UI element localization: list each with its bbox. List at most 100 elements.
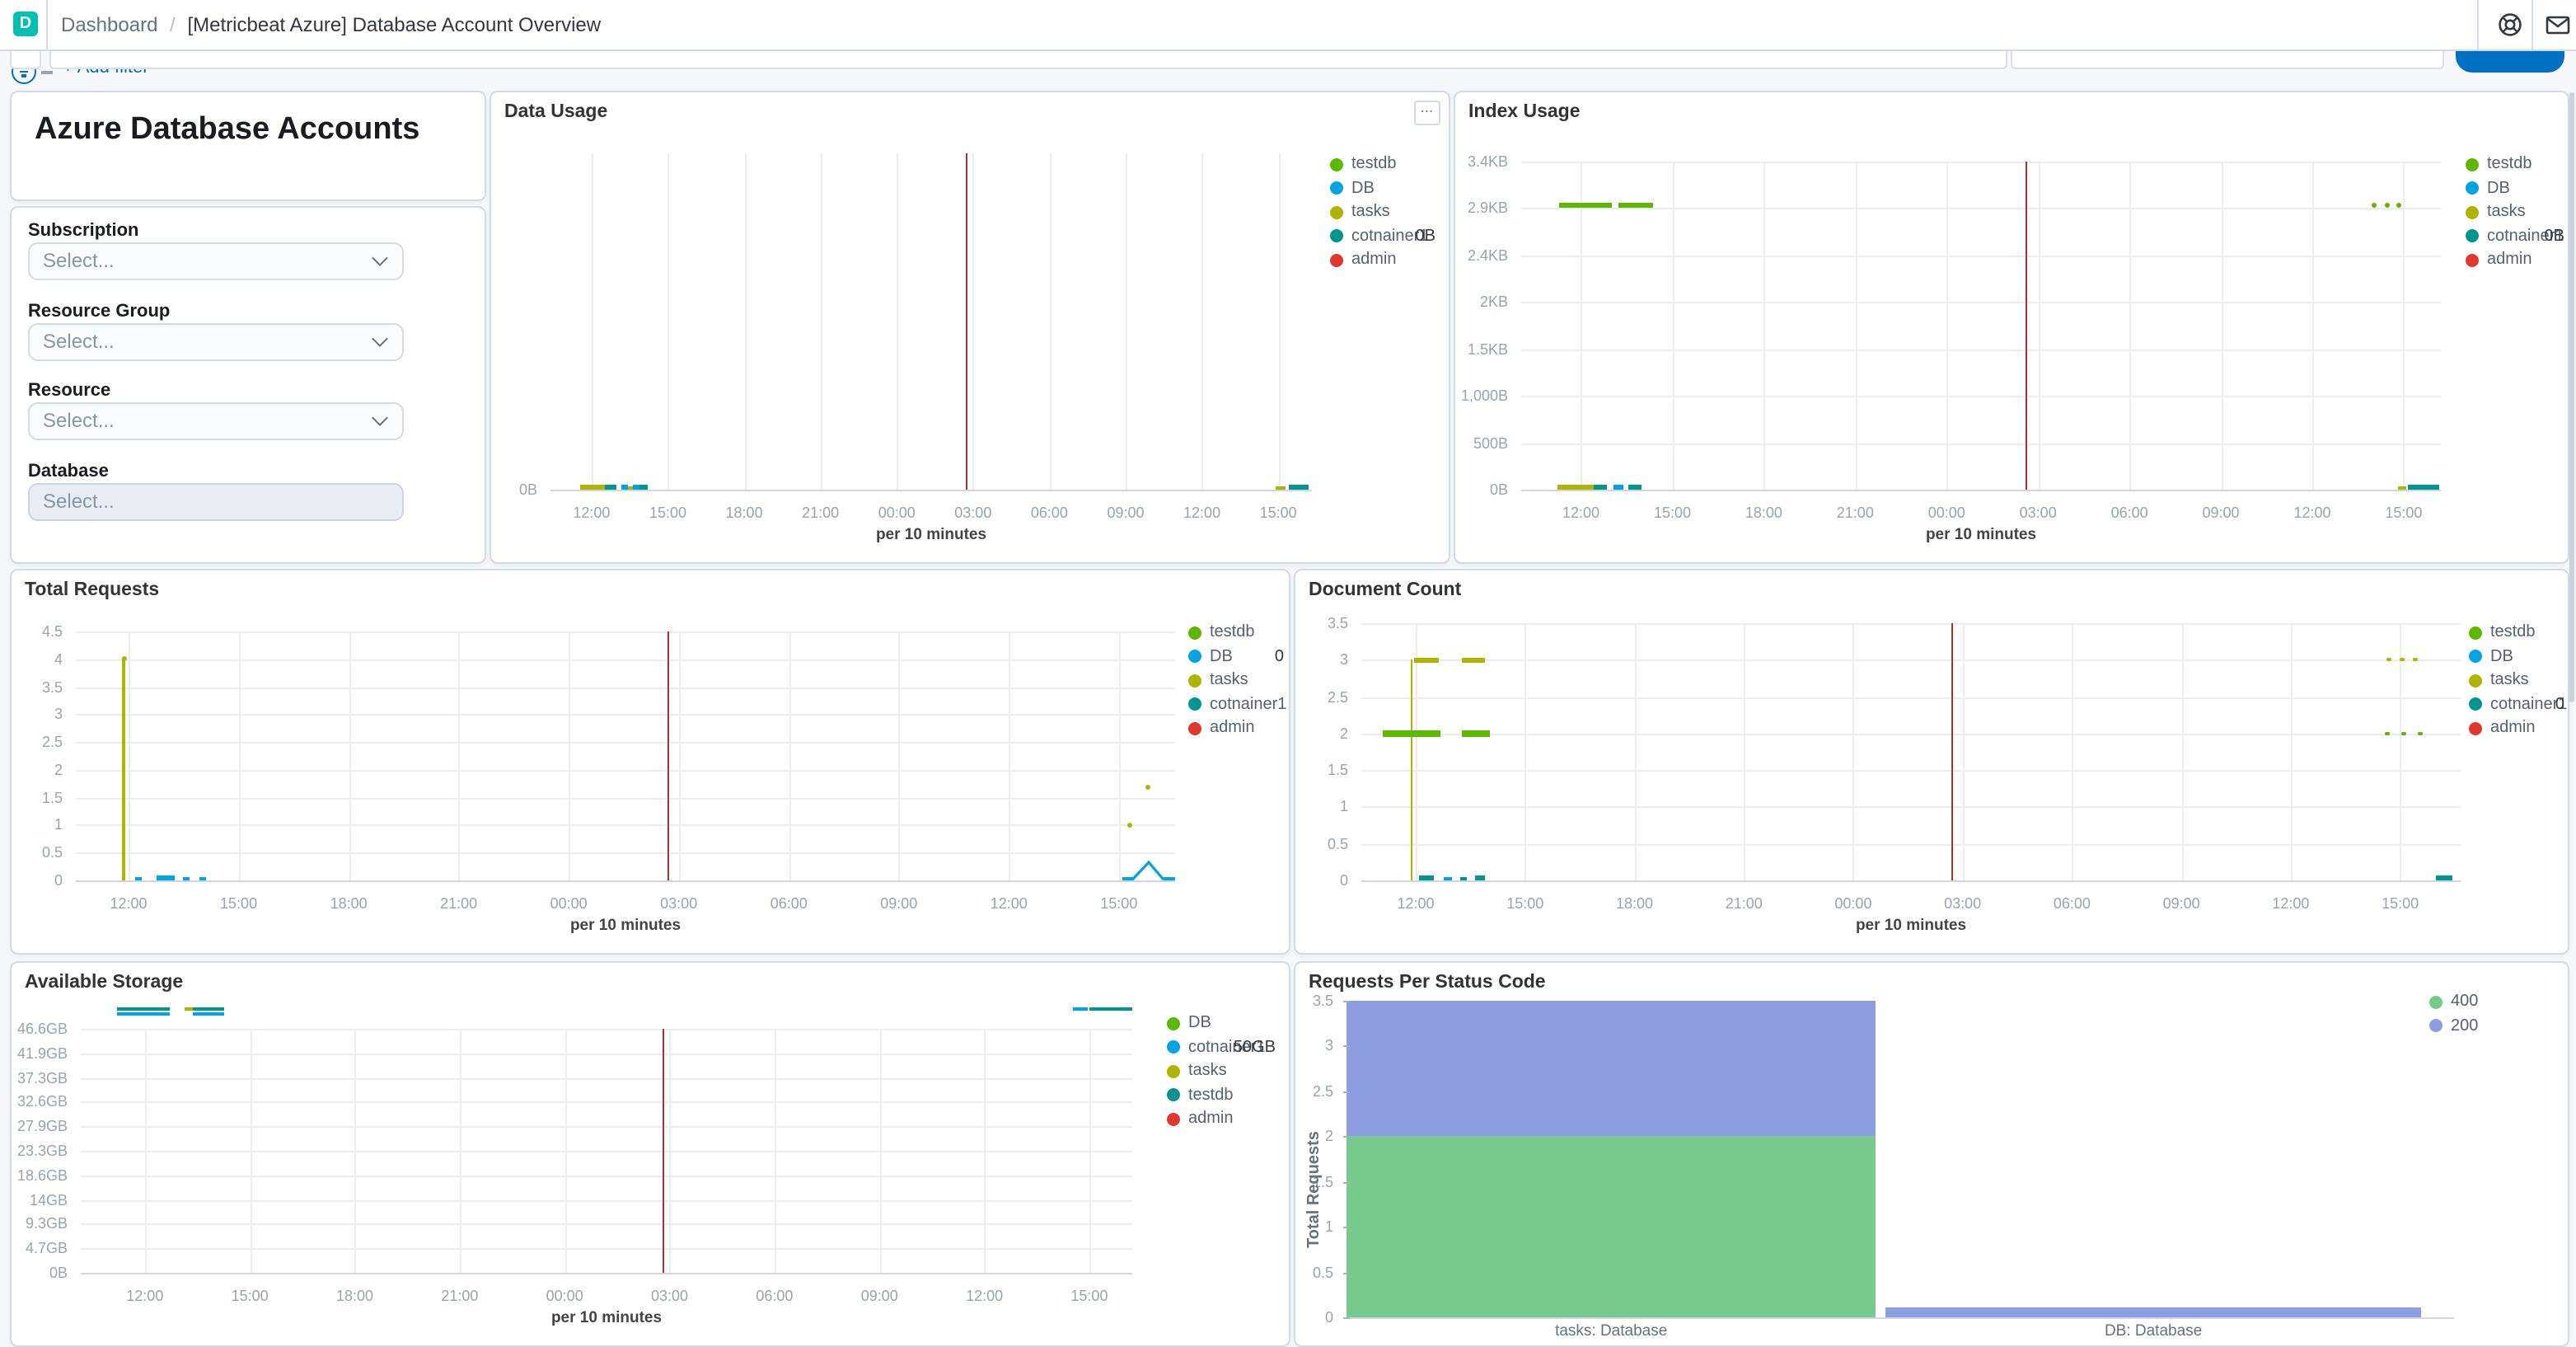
x-axis-tick-label: 15:00 [231, 1288, 269, 1304]
space-avatar[interactable]: D [13, 12, 38, 36]
panel-options-button[interactable]: ⋯ [1414, 101, 1440, 125]
legend-item[interactable]: cotnainer1 0B [2466, 226, 2564, 250]
legend-item[interactable]: testdb [2466, 153, 2564, 177]
chart-plot-area[interactable] [1361, 623, 2461, 882]
y-axis-tick-label: 2.5 [1312, 1082, 1333, 1100]
legend-label: cotnainer1 [1210, 695, 1287, 714]
legend-item[interactable]: testdb [2469, 622, 2564, 645]
bar-segment-200[interactable] [1885, 1307, 2421, 1317]
gridline [1672, 162, 1674, 490]
legend-item[interactable]: cotnainer1 0B [1330, 226, 1436, 250]
legend-item[interactable]: tasks [2469, 669, 2564, 693]
select-placeholder: Select... [43, 490, 115, 513]
legend-label: admin [2487, 251, 2532, 270]
legend-item[interactable]: DB 0 [1188, 645, 1284, 669]
series-mark [2413, 658, 2418, 662]
search-query-input[interactable] [49, 49, 2007, 69]
gridline [879, 1029, 882, 1273]
gridline [2290, 623, 2293, 880]
query-menu-button[interactable] [10, 49, 41, 69]
update-button[interactable] [2456, 49, 2564, 73]
subscription-select[interactable]: Select... [28, 242, 404, 280]
help-icon[interactable] [2497, 12, 2523, 38]
legend-item[interactable]: testdb [1167, 1085, 1276, 1109]
scrollbar[interactable] [2569, 92, 2574, 702]
gridline [81, 1126, 1132, 1129]
x-axis-tick-label: 09:00 [2202, 505, 2240, 521]
series-mark [1145, 785, 1151, 791]
control-label: Database [28, 462, 109, 481]
y-axis-tick-label: 1.5 [41, 789, 63, 806]
series-mark [1618, 202, 1653, 208]
axis-tick [1343, 1001, 1350, 1002]
legend-item[interactable]: tasks [2466, 201, 2564, 225]
page-title: [Metricbeat Azure] Database Account Over… [187, 13, 602, 36]
bar-segment-200[interactable] [1347, 1001, 1876, 1137]
gridline [459, 1029, 461, 1273]
legend-item[interactable]: DB [2469, 645, 2564, 669]
legend-item[interactable]: cotnainer1 0 [2469, 694, 2567, 718]
resource-select[interactable]: Select... [28, 402, 404, 440]
legend-item[interactable]: testdb [1330, 153, 1436, 177]
x-axis-tick-label: 21:00 [440, 895, 478, 912]
legend-item[interactable]: DB [1167, 1012, 1276, 1036]
gridline [76, 631, 1175, 633]
legend-item[interactable]: admin [1167, 1109, 1276, 1133]
series-mark [605, 485, 616, 490]
chart-plot-area[interactable] [76, 631, 1175, 882]
series-mark [121, 655, 126, 660]
series-mark [1628, 485, 1642, 490]
y-axis-tick-label: 1 [1324, 1218, 1333, 1236]
legend-dot-icon [2469, 626, 2482, 639]
legend-label: cotnainer1 [2487, 227, 2564, 246]
chart-title: Index Usage [1468, 102, 1581, 122]
gridline [2221, 162, 2223, 490]
gridline [1118, 631, 1121, 880]
legend-dot-icon [2429, 1019, 2443, 1033]
legend-item[interactable]: DB [1330, 177, 1436, 201]
newsfeed-envelope-icon[interactable] [2545, 12, 2571, 38]
x-axis-tick-label: 03:00 [660, 895, 698, 912]
legend-item[interactable]: testdb [1188, 622, 1284, 645]
series-mark [2407, 485, 2439, 490]
series-mark [621, 485, 628, 490]
legend-item[interactable]: 200 [2429, 1015, 2495, 1039]
legend-item[interactable]: tasks [1330, 201, 1436, 225]
legend-item[interactable]: admin [2466, 250, 2564, 274]
gridline [81, 1223, 1132, 1226]
panel-data-usage: Data Usage ⋯ 0B 12:00 15:00 18:00 21:00 00:00 03… [489, 91, 1450, 564]
date-picker[interactable] [2011, 49, 2444, 69]
gridline [349, 631, 351, 880]
chart-plot-area[interactable] [1347, 1001, 2454, 1319]
gridline [81, 1077, 1132, 1080]
legend-item[interactable]: admin [2469, 718, 2564, 742]
legend-item[interactable]: tasks [1167, 1060, 1276, 1084]
series-mark [1475, 875, 1486, 880]
legend-item[interactable]: admin [1330, 250, 1436, 274]
control-label: Subscription [28, 221, 139, 241]
legend-dot-icon [1188, 721, 1201, 735]
y-axis-tick-label: 3 [1324, 1037, 1333, 1054]
gridline [569, 631, 571, 880]
chart-plot-area[interactable] [81, 1007, 1132, 1274]
x-axis-tick-label: 18:00 [1745, 505, 1782, 521]
x-axis-title: per 10 minutes [550, 1309, 663, 1327]
breadcrumb-dashboard-link[interactable]: Dashboard [61, 13, 158, 36]
legend-item[interactable]: cotnainer1 [1188, 694, 1287, 718]
legend-item[interactable]: tasks [1188, 669, 1284, 693]
chart-plot-area[interactable] [550, 153, 1312, 491]
chart-plot-area[interactable] [1521, 162, 2441, 491]
series-mark [183, 877, 190, 880]
legend-item[interactable]: admin [1188, 718, 1284, 742]
x-axis-tick-label: 21:00 [1836, 505, 1874, 521]
resource-group-select[interactable]: Select... [28, 323, 404, 361]
legend-item[interactable]: cotnainer1 50GB [1167, 1036, 1276, 1060]
series-mark [2436, 875, 2452, 880]
x-axis-tick-label: 00:00 [546, 1288, 583, 1304]
bar-segment-400[interactable] [1347, 1136, 1876, 1317]
gridline [129, 631, 131, 880]
y-axis-tick-label: 2.5 [1327, 688, 1348, 706]
legend-item[interactable]: 400 [2429, 991, 2495, 1015]
legend-item[interactable]: DB [2466, 177, 2564, 201]
database-combobox[interactable]: Select... [28, 483, 404, 521]
